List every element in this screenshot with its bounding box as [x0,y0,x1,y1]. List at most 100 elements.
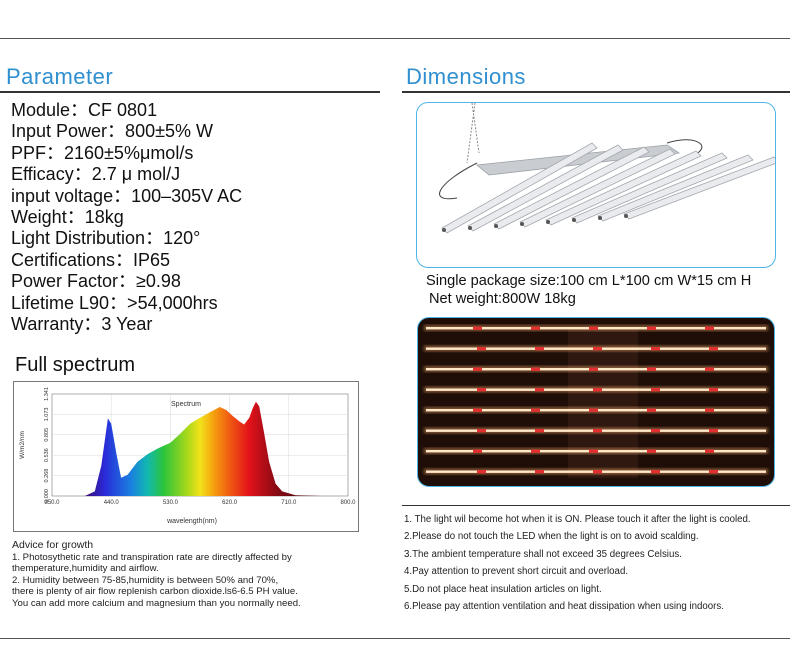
parameter-item: Warranty：3 Year [11,314,153,335]
red-led-chip [535,470,544,474]
red-led-chip [709,388,718,392]
x-tick-label: 530.0 [163,500,179,506]
red-led-chip [593,470,602,474]
safety-note: 6.Please pay attention ventilation and h… [404,601,724,613]
y-tick-label: 1.341 [44,387,50,401]
x-tick-label: 710.0 [281,500,297,506]
package-info: Single package size:100 cm L*100 cm W*15… [426,272,751,308]
red-led-chip [477,470,486,474]
package-size-text: Single package size:100 cm L*100 cm W*15… [426,273,752,289]
bar-end-cap [624,214,628,218]
red-led-chip [535,388,544,392]
parameter-item: Certifications：IP65 [11,249,171,270]
safety-note: 4.Pay attention to prevent short circuit… [404,566,629,578]
bar-end-cap [494,224,498,228]
led-bars-illustration [424,325,768,478]
spectrum-chart-frame: 350.0 440.0 530.0 620.0 710.0 800.0 0.000 0.268… [13,381,359,532]
red-led-chip [709,429,718,433]
net-weight-text: Net weight:800W 18kg [429,291,576,307]
red-led-chip [593,347,602,351]
x-tick-label: 800.0 [340,500,356,506]
hanging-chain [466,103,480,164]
spectrum-chart: 350.0 440.0 530.0 620.0 710.0 800.0 0.000 0.268… [19,387,356,525]
dimensions-heading: Dimensions [406,64,526,89]
x-tick-label: 620.0 [222,500,238,506]
safety-notes: 1. The light wil become hot when it is O… [404,511,790,615]
red-led-chip [589,408,598,412]
red-led-chip [709,470,718,474]
dimensions-heading-underline [402,91,790,93]
advice-line: there is plenty of air flow replenish ca… [12,586,298,598]
spectrum-area [84,401,322,496]
red-led-chip [531,408,540,412]
parameter-item: PPF：2160±5%μmol/s [11,142,194,163]
red-led-chip [651,429,660,433]
red-led-chip [473,367,482,371]
fixture-illustration [439,103,775,234]
advice-title: Advice for growth [12,539,94,551]
red-led-chip [477,388,486,392]
product-photo [416,102,776,268]
parameter-item: Power Factor：≥0.98 [11,271,181,292]
red-led-chip [593,388,602,392]
chart-title: Spectrum [171,401,201,408]
red-led-chip [473,326,482,330]
red-led-chip [477,429,486,433]
red-led-chip [589,326,598,330]
parameter-heading: Parameter [6,64,114,89]
advice-line: You can add more calcium and magnesium t… [12,597,301,609]
red-led-chip [651,347,660,351]
x-tick-label: 350.0 [44,500,60,506]
red-led-chip [473,449,482,453]
bottom-rule [0,638,790,639]
advice-line: 1. Photosythetic rate and transpiration … [12,551,292,563]
red-led-chip [647,326,656,330]
notes-divider [402,505,790,506]
driver-housing [476,144,681,176]
red-led-chip [705,367,714,371]
x-tick-label: 440.0 [104,500,120,506]
parameter-item: Weight：18kg [11,207,124,228]
y-tick-label: 1.073 [44,408,50,422]
red-led-chip [705,326,714,330]
red-led-chip [531,326,540,330]
parameter-item: Module：CF 0801 [11,100,158,120]
red-led-chip [593,429,602,433]
red-led-chip [535,429,544,433]
advice-line: themperature,humidity and airflow. [12,563,159,575]
x-axis-label: wavelength(nm) [166,518,217,525]
y-tick-label: 0.000 [44,489,50,503]
parameter-item: input voltage：100–305V AC [11,185,243,206]
spectrum-heading: Full spectrum [15,354,136,376]
advice-block: Advice for growth 1. Photosythetic rate … [12,539,382,610]
bar-end-cap [546,220,550,224]
advice-lines: 1. Photosythetic rate and transpiration … [12,552,382,610]
red-led-chip [535,347,544,351]
parameter-item: Lifetime L90：>54,000hrs [11,292,218,313]
red-led-chip [589,449,598,453]
parameter-item: Light Distribution：120° [11,228,201,249]
y-tick-label: 0.805 [44,428,50,442]
red-led-chip [477,347,486,351]
red-led-chip [473,408,482,412]
safety-note: 2.Please do not touch the LED when the l… [404,531,699,543]
red-led-chip [709,347,718,351]
advice-line: 2. Humidity between 75-85,humidity is be… [12,574,279,586]
red-led-chip [589,367,598,371]
safety-note: 1. The light wil become hot when it is O… [404,514,751,525]
power-cable [439,162,478,200]
y-axis-label: W/m2/nm [19,431,26,459]
red-led-chip [705,449,714,453]
safety-note: 3.The ambient temperature shall not exce… [404,548,682,560]
safety-note: 5.Do not place heat insulation articles … [404,583,602,595]
red-led-chip [531,449,540,453]
red-led-chip [647,408,656,412]
parameter-list: Module：CF 0801 Input Power：800±5% W PPF：21… [11,100,381,335]
parameter-heading-underline [0,91,380,93]
y-tick-label: 0.536 [44,448,50,462]
bar-end-cap [598,216,602,220]
red-led-chip [647,449,656,453]
lit-led-photo [417,317,775,487]
red-led-chip [651,388,660,392]
y-tick-label: 0.268 [44,469,50,483]
